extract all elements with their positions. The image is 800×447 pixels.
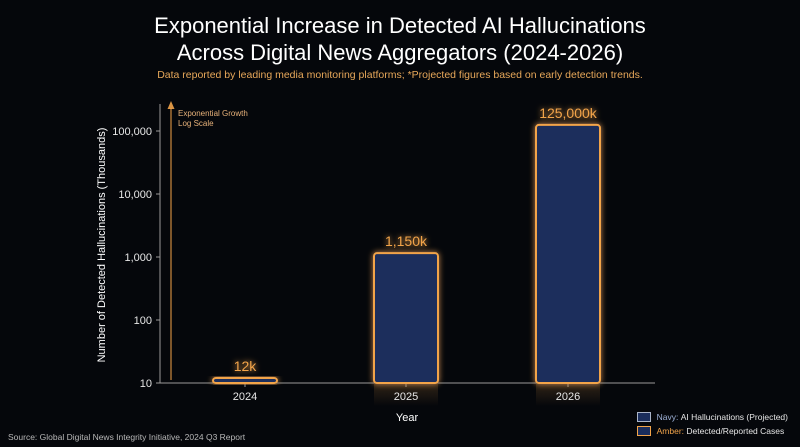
bar-2026 [535,123,601,384]
legend-key-amber: Amber: [656,426,685,436]
legend-item-navy: Navy: AI Hallucinations (Projected) [636,410,788,424]
bar-2024 [212,377,278,384]
bar-reflection [536,384,600,406]
source-note: Source: Global Digital News Integrity In… [8,432,246,442]
chart-title-line-1: Exponential Increase in Detected AI Hall… [154,13,646,38]
chart-title-line-2: Across Digital News Aggregators (2024-20… [176,40,624,65]
legend-swatch-amber [636,426,651,436]
chart-title: Exponential Increase in Detected AI Hall… [0,12,800,66]
y-tick-label: 10 [140,378,152,390]
legend: Navy: AI Hallucinations (Projected) Ambe… [636,410,788,438]
data-label-2026: 125,000k [539,105,598,121]
annotation-line-1: Exponential Growth [178,109,248,118]
bar-2025 [373,252,439,384]
chart-subtitle: Data reported by leading media monitorin… [157,69,643,81]
y-tick-label: 100,000 [112,126,152,138]
x-axis-title: Year [396,412,419,424]
x-tick-label: 2026 [556,391,580,403]
y-tick-label: 1,000 [124,252,152,264]
bar-reflection [374,384,438,406]
legend-label-navy: AI Hallucinations (Projected) [680,412,788,422]
arrow-head-icon [167,101,175,109]
legend-key-navy: Navy: [656,412,679,422]
legend-label-amber: Detected/Reported Cases [686,426,785,436]
x-tick-label: 2024 [233,391,257,403]
data-label-2024: 12k [234,358,258,374]
legend-swatch-navy [636,412,651,422]
y-tick-label: 10,000 [118,189,152,201]
x-tick-label: 2025 [394,391,418,403]
annotation-line-2: Log Scale [178,119,214,128]
legend-item-amber: Amber: Detected/Reported Cases [636,424,788,438]
y-tick-label: 100 [134,315,152,327]
bar-reflection [213,384,277,386]
y-axis-title: Number of Detected Hallucinations (Thous… [96,128,108,363]
data-label-2025: 1,150k [385,233,428,249]
